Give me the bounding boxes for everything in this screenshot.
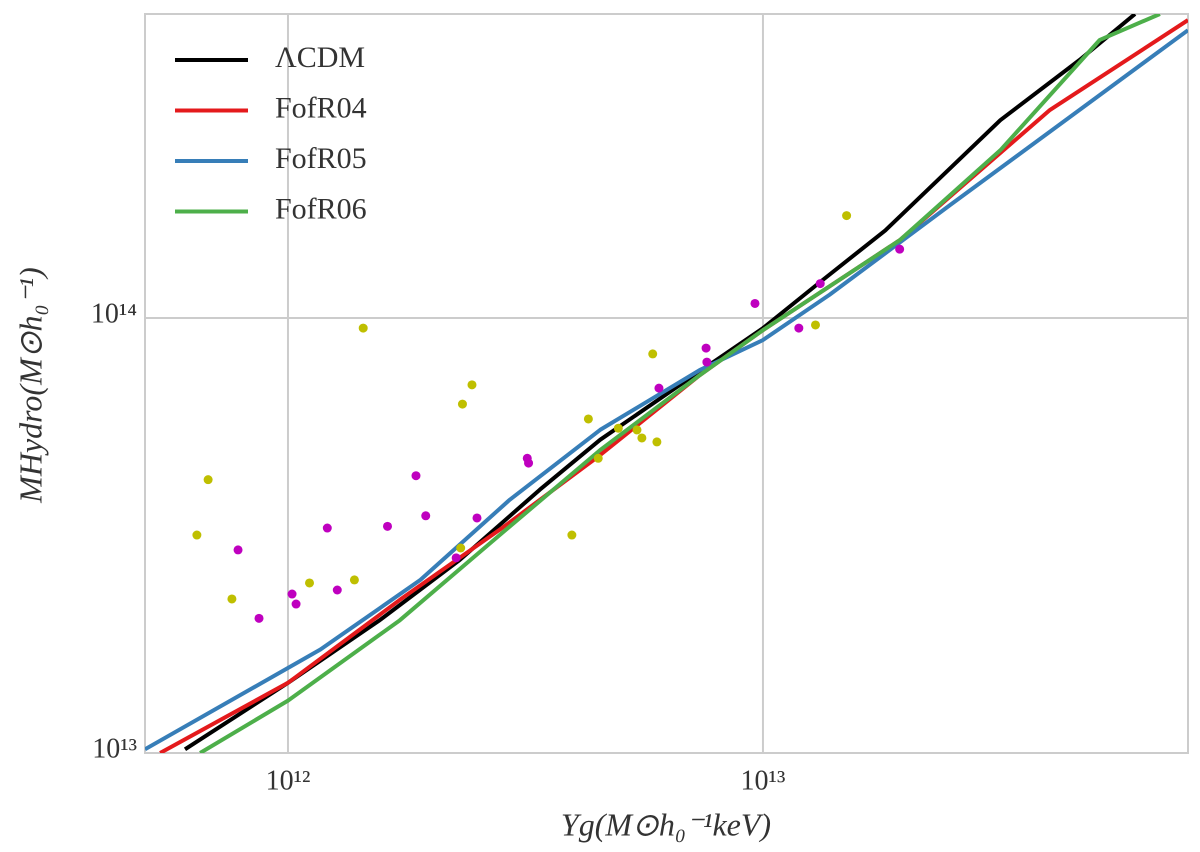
data-point	[451, 553, 461, 563]
data-point	[382, 521, 392, 531]
data-point	[467, 380, 477, 390]
data-point	[358, 323, 368, 333]
data-point	[192, 530, 202, 540]
data-point	[233, 545, 243, 555]
legend-label: FofR05	[275, 142, 367, 175]
data-point	[567, 530, 577, 540]
data-point	[794, 323, 804, 333]
data-point	[287, 589, 297, 599]
data-point	[457, 399, 467, 409]
data-point	[895, 244, 905, 254]
y-axis-label: MHydro(M⊙h₀⁻¹)	[12, 267, 48, 504]
data-point	[702, 357, 712, 367]
data-point	[322, 523, 332, 533]
data-point	[254, 613, 264, 623]
data-point	[583, 414, 593, 424]
data-point	[593, 453, 603, 463]
data-point	[472, 513, 482, 523]
data-point	[613, 423, 623, 433]
data-point	[810, 320, 820, 330]
legend-label: ΛCDM	[275, 41, 365, 74]
data-point	[227, 594, 237, 604]
x-tick-label: 10¹³	[741, 765, 786, 796]
data-point	[637, 433, 647, 443]
legend-label: FofR06	[275, 192, 367, 225]
data-point	[842, 211, 852, 221]
data-point	[291, 599, 301, 609]
data-point	[648, 349, 658, 359]
series-line	[183, 14, 1137, 751]
data-point	[652, 437, 662, 447]
series-line	[199, 14, 1161, 753]
x-axis-label: Yg(M⊙h₀⁻¹keV)	[561, 806, 771, 842]
data-point	[524, 458, 534, 468]
data-point	[305, 578, 315, 588]
data-point	[421, 511, 431, 521]
data-point	[815, 279, 825, 289]
data-point	[349, 575, 359, 585]
data-point	[456, 543, 466, 553]
data-point	[411, 471, 421, 481]
plot-layer	[145, 14, 1188, 753]
data-point	[332, 585, 342, 595]
plot-frame	[144, 13, 1189, 754]
legend-label: FofR04	[275, 91, 367, 124]
y-tick-label: 10¹³	[92, 733, 137, 764]
data-point	[701, 343, 711, 353]
series-line	[145, 28, 1188, 752]
data-point	[654, 383, 664, 393]
data-point	[750, 298, 760, 308]
x-tick-label: 10¹²	[266, 765, 311, 796]
y-tick-label: 10¹⁴	[91, 298, 137, 329]
data-point	[203, 475, 213, 485]
data-point	[632, 425, 642, 435]
